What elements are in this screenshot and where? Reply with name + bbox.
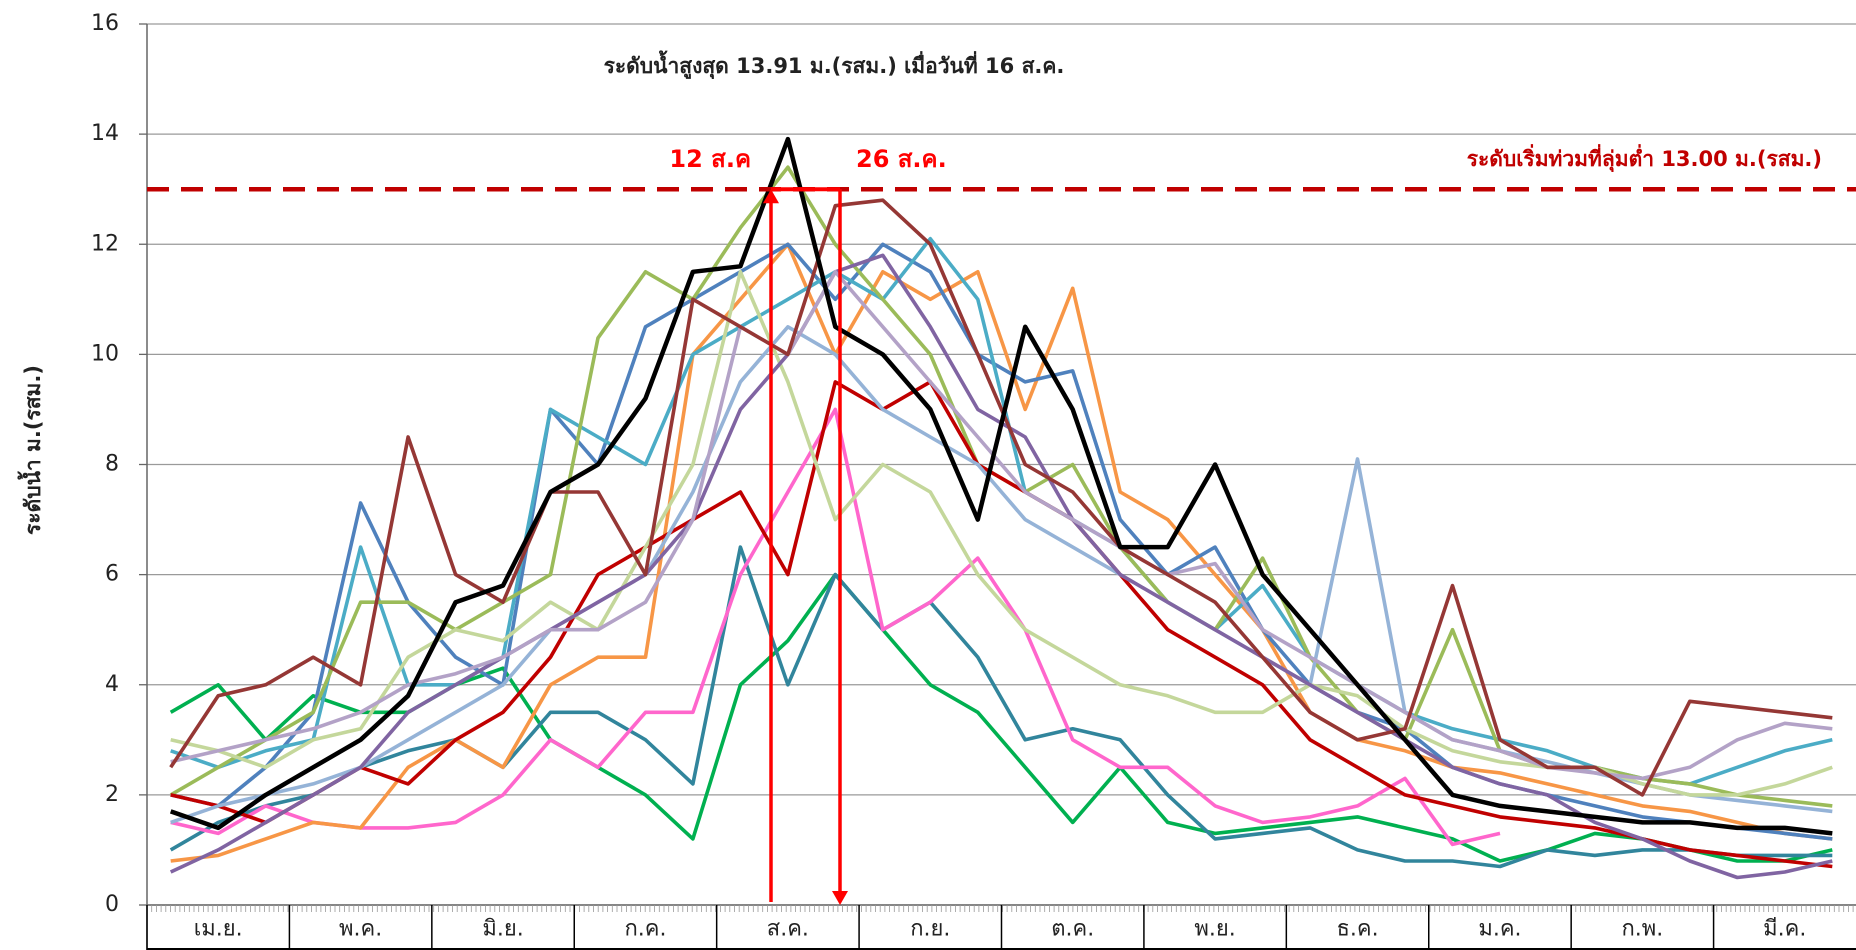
x-tick-label: มี.ค. [1763,917,1806,942]
arrow-head [763,189,779,204]
series-line [170,236,1833,786]
x-tick-label: พ.ค. [339,917,382,942]
y-tick-label: 16 [91,11,119,36]
series-line [170,407,1501,847]
end-marker: 26 ส.ค. [856,145,947,173]
y-tick-label: 4 [105,672,119,697]
y-tick-label: 6 [105,562,119,587]
threshold-label: ระดับเริ่มท่วมที่ลุ่มต่ำ 13.00 ม.(รสม.) [1467,143,1822,173]
y-axis-label: ระดับน้ำ ม.(รสม.) [17,365,45,535]
x-tick-label: มิ.ย. [482,917,523,942]
x-tick-label: เม.ย. [194,917,243,942]
y-tick-label: 12 [91,231,119,256]
arrow-head [832,891,848,905]
x-tick-label: ก.พ. [1621,917,1663,942]
series-line [170,380,1833,869]
y-tick-label: 10 [91,341,119,366]
y-tick-label: 2 [105,782,119,807]
series-line [170,325,1833,825]
series-line [170,270,1833,781]
series-line [170,242,1833,841]
x-tick-label: ก.ค. [624,917,666,942]
x-tick-label: ม.ค. [1478,917,1521,942]
series-line [169,165,1833,808]
series-line [170,242,1833,863]
y-tick-label: 0 [105,892,119,917]
x-tick-label: ส.ค. [767,917,809,942]
series-line [170,270,1833,797]
y-tick-label: 14 [91,121,119,146]
series-line [169,198,1833,797]
series-line [169,136,1833,836]
x-tick-label: ธ.ค. [1336,917,1378,942]
x-tick-label: พ.ย. [1194,917,1235,942]
y-tick-label: 8 [105,452,119,477]
series-line [169,253,1833,880]
start-marker: 12 ส.ค [669,145,751,173]
x-tick-label: ต.ค. [1051,917,1094,942]
annotation: ระดับน้ำสูงสุด 13.91 ม.(รสม.) เมื่อวันที… [604,50,1065,80]
x-tick-label: ก.ย. [910,917,950,942]
series-line [169,545,1833,869]
